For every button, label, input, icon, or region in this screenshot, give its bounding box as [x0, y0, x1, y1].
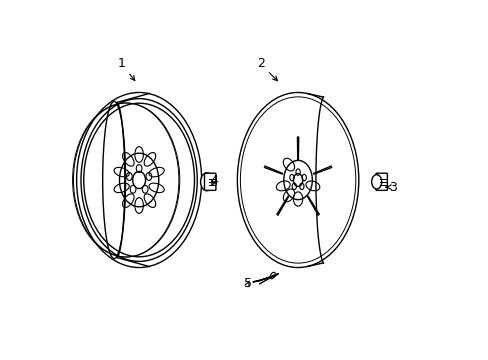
FancyBboxPatch shape: [204, 173, 216, 190]
Ellipse shape: [206, 175, 216, 189]
Ellipse shape: [200, 173, 213, 191]
Text: 1: 1: [117, 57, 135, 80]
Text: 4: 4: [210, 174, 218, 186]
Text: 2: 2: [256, 57, 277, 81]
Text: 5: 5: [244, 277, 251, 290]
Text: 3: 3: [385, 181, 396, 194]
FancyBboxPatch shape: [375, 173, 386, 190]
Ellipse shape: [371, 175, 381, 189]
